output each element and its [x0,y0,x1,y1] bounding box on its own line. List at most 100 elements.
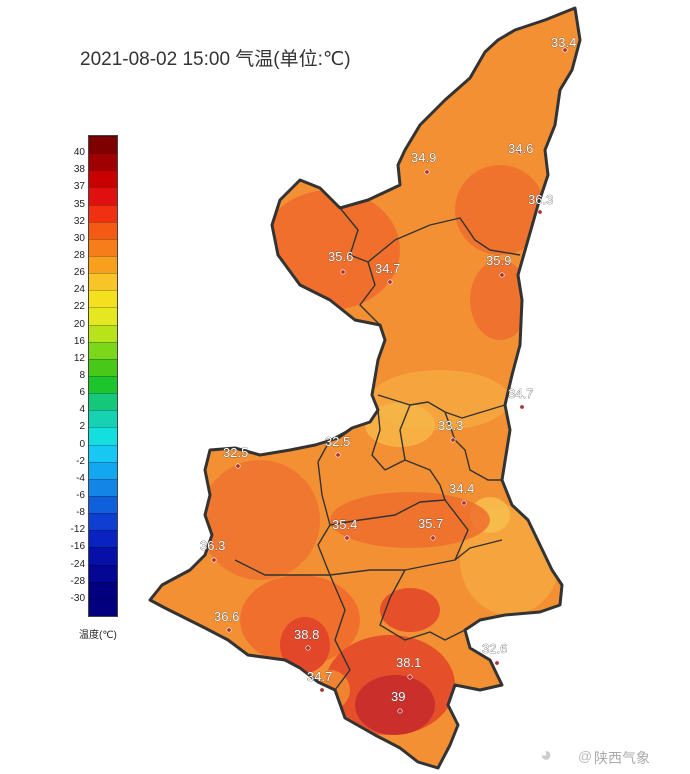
color-legend: 40 38 37 35 32 30 28 26 24 22 20 16 12 8 6 4 2 0 -2 -4 -6 -8-… [71,135,118,617]
legend-color-cell [89,153,117,171]
legend-color-cell [89,530,117,548]
legend-color-cell [89,341,117,359]
legend-color-cell [89,204,117,222]
station-marker: 36.3 [528,192,554,215]
station-marker: 35.4 [332,517,358,541]
legend-color-cell [89,496,117,514]
station-value: 38.8 [294,627,319,642]
map-title: 2021-08-02 15:00 气温(单位:℃) [80,49,351,70]
station-marker: 33.4 [551,35,577,53]
legend-tick-label: 20 [73,318,85,330]
legend-tick-label: -16 [70,541,85,553]
station-value: 33.3 [438,418,463,433]
legend-color-cell [89,256,117,274]
station-markers: 33.4 34.9 34.6 36.3 35.6 34.7 35.9 34.7 … [200,35,577,714]
station-value: 34.7 [375,261,400,276]
legend-tick-label: 6 [79,387,85,399]
legend-tick-label: -12 [70,524,85,536]
legend-tick-label: 35 [73,198,85,210]
legend-color-cell [89,290,117,308]
station-marker: 38.1 [396,655,422,680]
station-value: 32.5 [223,445,248,460]
legend-tick-label: -30 [70,592,85,604]
station-value: 34.4 [449,481,474,496]
station-value: 36.3 [528,192,553,207]
station-marker: 39 [391,689,406,714]
station-value: 32.5 [325,434,350,449]
station-marker: 34.7 [508,386,534,410]
station-marker: 35.7 [418,516,444,541]
station-value: 33.4 [551,35,576,50]
legend-tick-label: 40 [73,147,85,159]
station-marker: 32.5 [325,434,351,458]
station-value: 35.9 [486,253,511,268]
legend-color-cell [89,461,117,479]
legend-color-cell [89,581,117,599]
legend-color-cell [89,410,117,428]
legend-color-cell [89,221,117,239]
station-value: 38.1 [396,655,421,670]
legend-color-cell [89,444,117,462]
legend-color-cell [89,478,117,496]
station-value: 36.6 [214,609,239,624]
at-icon: @ [578,748,593,764]
watermark: 陕西气象 [594,750,650,766]
legend-tick-label: -8 [76,507,85,519]
legend-color-cell [89,393,117,411]
legend-color-cell [89,170,117,188]
legend-color-cell [89,136,117,154]
station-marker: 34.9 [411,150,437,175]
legend-tick-label: 32 [73,215,85,227]
station-value: 35.7 [418,516,443,531]
station-value: 34.6 [508,141,533,156]
station-value: 36.3 [200,538,225,553]
station-marker: 36.3 [200,538,226,563]
legend-tick-label: 26 [73,267,85,279]
legend-tick-label: 24 [73,284,85,296]
legend-tick-label: 0 [79,438,85,450]
station-value: 32.6 [482,641,507,656]
legend-title: 温度(℃) [79,630,117,641]
station-marker: 36.6 [214,609,240,633]
legend-tick-label: 30 [73,232,85,244]
legend-tick-label: 37 [73,181,85,193]
legend-color-cell [89,598,117,616]
legend-color-cell [89,564,117,582]
legend-color-cell [89,513,117,531]
station-marker: 34.7 [375,261,401,285]
legend-color-cell [89,358,117,376]
legend-tick-label: 4 [79,404,85,416]
station-marker: 34.7 [307,669,333,693]
legend-tick-label: -2 [76,455,85,467]
station-value: 34.7 [307,669,332,684]
station-value: 39 [391,689,405,704]
station-value: 35.6 [328,249,353,264]
station-marker: 33.3 [438,418,464,443]
station-value: 35.4 [332,517,357,532]
legend-color-cell [89,273,117,291]
legend-color-cell [89,307,117,325]
legend-tick-label: -6 [76,490,85,501]
city-boundaries [234,207,521,691]
legend-tick-label: 22 [73,301,85,313]
legend-tick-label: 28 [73,250,85,261]
legend-color-cell [89,376,117,394]
legend-color-cell [89,427,117,445]
legend-tick-label: 16 [73,335,85,347]
legend-color-cell [89,324,117,342]
legend-tick-label: 38 [73,164,85,176]
station-marker: 32.6 [482,641,508,666]
legend-tick-label: -28 [70,575,85,587]
station-value: 34.9 [411,150,436,165]
station-value: 34.7 [508,386,533,401]
station-marker: 34.4 [449,481,475,506]
station-marker: 32.5 [223,445,249,469]
station-marker: 35.6 [328,249,354,275]
legend-tick-label: 2 [79,421,85,433]
legend-color-cell [89,238,117,256]
weibo-logo-icon: ◕ [540,744,553,766]
legend-color-cell [89,187,117,205]
station-marker: 34.6 [508,141,534,157]
legend-color-cell [89,547,117,565]
